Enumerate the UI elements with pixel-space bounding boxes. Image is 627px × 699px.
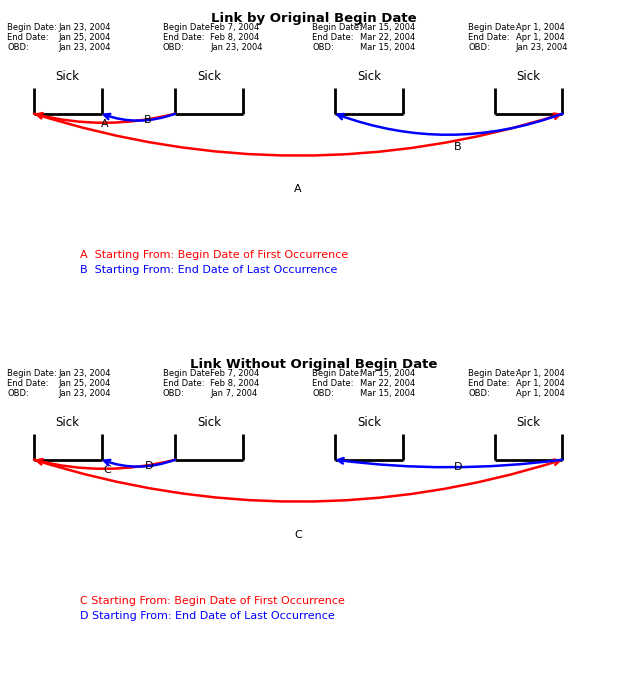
Text: OBD:: OBD: xyxy=(163,389,185,398)
Text: A  Starting From: Begin Date of First Occurrence: A Starting From: Begin Date of First Occ… xyxy=(80,250,348,260)
Text: Sick: Sick xyxy=(517,416,540,429)
Text: Begin Date:: Begin Date: xyxy=(312,369,362,378)
Text: Sick: Sick xyxy=(56,416,80,429)
Text: Begin Date:: Begin Date: xyxy=(163,369,213,378)
Text: Sick: Sick xyxy=(56,70,80,83)
FancyArrowPatch shape xyxy=(337,114,562,135)
Text: A: A xyxy=(294,184,302,194)
Text: OBD:: OBD: xyxy=(468,389,490,398)
Text: Jan 23, 2004: Jan 23, 2004 xyxy=(58,389,111,398)
Text: Sick: Sick xyxy=(357,416,381,429)
FancyArrowPatch shape xyxy=(36,459,176,469)
Text: Apr 1, 2004: Apr 1, 2004 xyxy=(515,369,564,378)
Text: Link by Original Begin Date: Link by Original Begin Date xyxy=(211,13,416,25)
Text: Sick: Sick xyxy=(357,70,381,83)
Text: Begin Date:: Begin Date: xyxy=(8,23,57,32)
Text: Sick: Sick xyxy=(517,70,540,83)
Text: Mar 15, 2004: Mar 15, 2004 xyxy=(360,23,415,32)
Text: End Date:: End Date: xyxy=(8,33,49,42)
Text: Mar 22, 2004: Mar 22, 2004 xyxy=(360,379,415,388)
Text: Feb 7, 2004: Feb 7, 2004 xyxy=(210,369,260,378)
Text: Jan 23, 2004: Jan 23, 2004 xyxy=(210,43,263,52)
Text: Begin Date:: Begin Date: xyxy=(468,23,518,32)
Text: End Date:: End Date: xyxy=(312,379,354,388)
Text: Feb 8, 2004: Feb 8, 2004 xyxy=(210,33,260,42)
Text: End Date:: End Date: xyxy=(468,379,510,388)
Text: C Starting From: Begin Date of First Occurrence: C Starting From: Begin Date of First Occ… xyxy=(80,596,345,606)
FancyArrowPatch shape xyxy=(34,113,560,156)
FancyArrowPatch shape xyxy=(34,459,560,502)
Text: Link Without Original Begin Date: Link Without Original Begin Date xyxy=(190,359,437,371)
FancyArrowPatch shape xyxy=(104,460,176,467)
Text: OBD:: OBD: xyxy=(8,389,29,398)
Text: Begin Date:: Begin Date: xyxy=(163,23,213,32)
Text: Sick: Sick xyxy=(197,416,221,429)
FancyArrowPatch shape xyxy=(36,113,176,123)
Text: Jan 25, 2004: Jan 25, 2004 xyxy=(58,379,111,388)
Text: Jan 7, 2004: Jan 7, 2004 xyxy=(210,389,258,398)
Text: OBD:: OBD: xyxy=(8,43,29,52)
Text: OBD:: OBD: xyxy=(312,389,334,398)
Text: OBD:: OBD: xyxy=(468,43,490,52)
Text: Jan 23, 2004: Jan 23, 2004 xyxy=(58,43,111,52)
Text: Begin Date:: Begin Date: xyxy=(312,23,362,32)
Text: Mar 15, 2004: Mar 15, 2004 xyxy=(360,369,415,378)
Text: Apr 1, 2004: Apr 1, 2004 xyxy=(515,389,564,398)
Text: B: B xyxy=(454,142,461,152)
Text: Feb 8, 2004: Feb 8, 2004 xyxy=(210,379,260,388)
Text: End Date:: End Date: xyxy=(163,379,204,388)
FancyArrowPatch shape xyxy=(338,458,562,467)
Text: Apr 1, 2004: Apr 1, 2004 xyxy=(515,23,564,32)
Text: D Starting From: End Date of Last Occurrence: D Starting From: End Date of Last Occurr… xyxy=(80,611,335,621)
Text: B  Starting From: End Date of Last Occurrence: B Starting From: End Date of Last Occurr… xyxy=(80,265,337,275)
Text: Jan 23, 2004: Jan 23, 2004 xyxy=(58,369,111,378)
FancyArrowPatch shape xyxy=(104,114,176,121)
Text: Jan 23, 2004: Jan 23, 2004 xyxy=(58,23,111,32)
Text: Jan 25, 2004: Jan 25, 2004 xyxy=(58,33,111,42)
Text: B: B xyxy=(144,115,151,124)
Text: Begin Date:: Begin Date: xyxy=(468,369,518,378)
Text: Mar 15, 2004: Mar 15, 2004 xyxy=(360,43,415,52)
Text: OBD:: OBD: xyxy=(312,43,334,52)
Text: End Date:: End Date: xyxy=(468,33,510,42)
Text: Jan 23, 2004: Jan 23, 2004 xyxy=(515,43,568,52)
Text: Begin Date:: Begin Date: xyxy=(8,369,57,378)
Text: Feb 7, 2004: Feb 7, 2004 xyxy=(210,23,260,32)
Text: D: D xyxy=(145,461,154,470)
Text: D: D xyxy=(454,462,462,473)
Text: Mar 22, 2004: Mar 22, 2004 xyxy=(360,33,415,42)
Text: C: C xyxy=(294,530,302,540)
Text: End Date:: End Date: xyxy=(8,379,49,388)
Text: A: A xyxy=(101,119,108,129)
Text: Sick: Sick xyxy=(197,70,221,83)
Text: Mar 15, 2004: Mar 15, 2004 xyxy=(360,389,415,398)
Text: End Date:: End Date: xyxy=(163,33,204,42)
Text: End Date:: End Date: xyxy=(312,33,354,42)
Text: OBD:: OBD: xyxy=(163,43,185,52)
Text: Apr 1, 2004: Apr 1, 2004 xyxy=(515,33,564,42)
Text: Apr 1, 2004: Apr 1, 2004 xyxy=(515,379,564,388)
Text: C: C xyxy=(104,465,112,475)
